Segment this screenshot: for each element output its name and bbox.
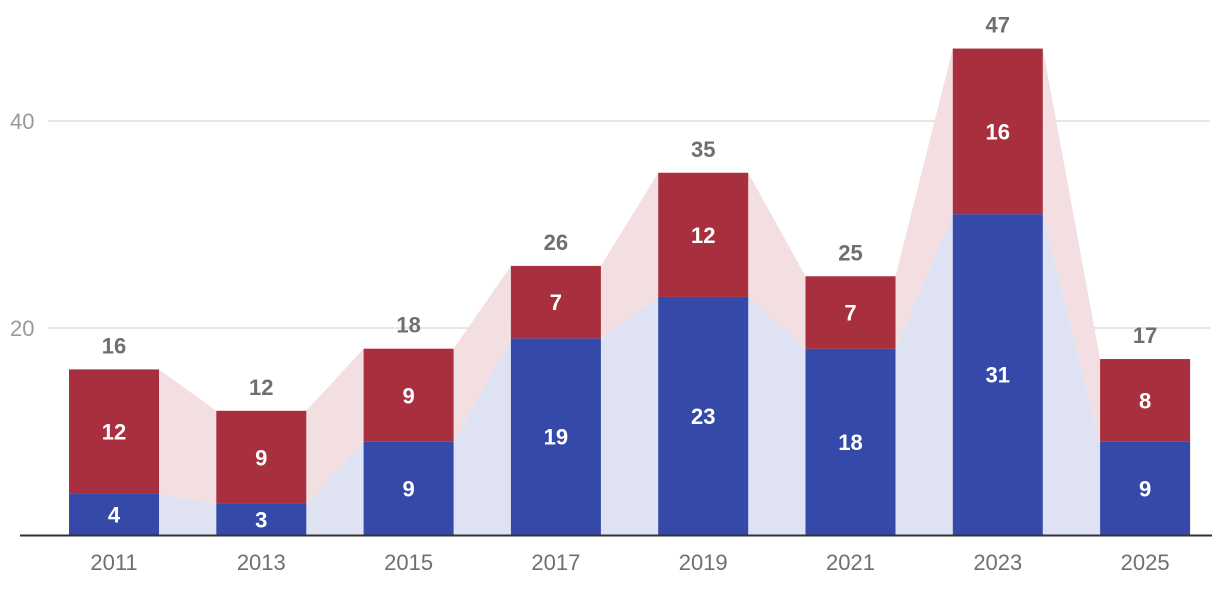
area-series-1 (895, 214, 953, 535)
area-series-1 (748, 296, 806, 535)
area-series-1 (1042, 214, 1101, 535)
x-tick-label: 2015 (384, 550, 433, 575)
area-series-2 (453, 265, 511, 442)
total-label: 17 (1133, 323, 1157, 348)
bar-series-2 (1100, 359, 1191, 442)
bar-series-1 (1100, 441, 1191, 535)
value-label-series-1: 23 (691, 404, 715, 429)
bar-series-2 (69, 369, 159, 494)
value-label-series-1: 19 (544, 425, 568, 450)
bar-series-2 (658, 172, 749, 297)
x-tick-label: 2023 (973, 550, 1022, 575)
x-tick-label: 2021 (826, 550, 875, 575)
area-series-1 (159, 493, 217, 535)
labels: 20 40 4 12 16 2011 3 9 12 2013 9 9 18 2015 19 7 26 2017 23… (10, 13, 1170, 575)
bar-series-1 (805, 348, 896, 535)
bar-series-1 (69, 493, 159, 535)
x-tick-label: 2019 (679, 550, 728, 575)
x-tick-label: 2011 (90, 550, 137, 575)
bar-series-2 (952, 48, 1043, 215)
area-series-2 (748, 172, 806, 349)
total-label: 25 (838, 240, 862, 265)
value-label-series-1: 9 (1139, 476, 1151, 501)
x-tick-label: 2017 (531, 550, 580, 575)
value-label-series-2: 9 (255, 445, 267, 470)
y-tick-label: 40 (10, 109, 34, 134)
area-series-2 (306, 348, 364, 504)
bars (69, 48, 1191, 535)
bar-series-1 (363, 441, 454, 535)
x-tick-label: 2013 (237, 550, 286, 575)
total-label: 26 (544, 230, 568, 255)
area-series-2 (895, 48, 953, 349)
area-series-1 (306, 441, 364, 535)
value-label-series-1: 4 (108, 502, 121, 527)
bar-series-2 (805, 276, 896, 349)
value-label-series-1: 18 (838, 430, 862, 455)
value-label-series-1: 31 (986, 363, 1010, 388)
x-tick-label: 2025 (1121, 550, 1170, 575)
bar-series-2 (216, 410, 307, 504)
value-label-series-1: 9 (402, 476, 414, 501)
bar-series-1 (510, 338, 601, 535)
total-label: 47 (986, 13, 1010, 38)
value-label-series-1: 3 (255, 507, 267, 532)
value-label-series-2: 8 (1139, 388, 1151, 413)
value-label-series-2: 7 (844, 300, 856, 325)
value-label-series-2: 12 (691, 223, 715, 248)
total-label: 16 (102, 333, 126, 358)
value-label-series-2: 9 (402, 383, 414, 408)
area-series-1 (453, 338, 511, 535)
total-label: 12 (249, 375, 273, 400)
bar-series-2 (510, 265, 601, 339)
area-series-2 (1042, 48, 1101, 442)
area-series-1 (600, 296, 659, 535)
value-label-series-2: 16 (986, 119, 1010, 144)
bar-series-2 (363, 348, 454, 442)
area-series-2 (159, 369, 217, 504)
total-label: 18 (396, 313, 420, 338)
total-label: 35 (691, 137, 715, 162)
y-tick-label: 20 (10, 316, 34, 341)
bar-series-1 (216, 503, 307, 535)
bar-series-1 (952, 214, 1043, 535)
area-series-2 (600, 172, 659, 339)
value-label-series-2: 12 (102, 420, 126, 445)
value-label-series-2: 7 (550, 290, 562, 315)
bar-series-1 (658, 296, 749, 535)
connector-areas (159, 48, 1101, 535)
